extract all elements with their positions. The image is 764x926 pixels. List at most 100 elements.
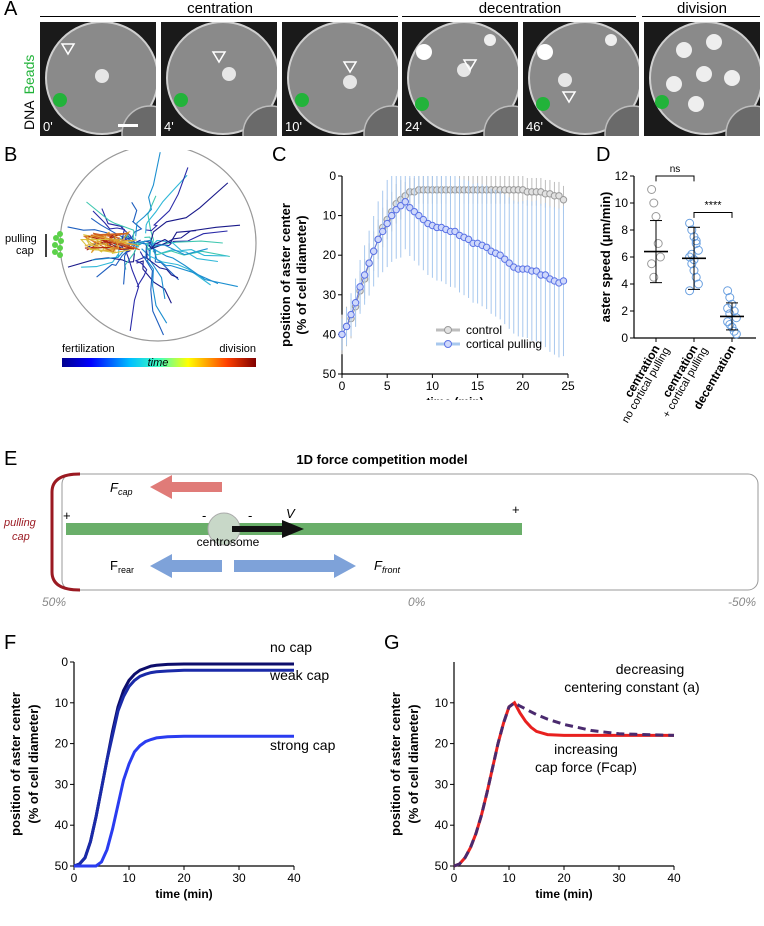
legend-marker — [444, 326, 452, 334]
data-point — [653, 239, 663, 248]
trajectory — [144, 182, 229, 244]
phase-centration: centration — [187, 0, 253, 17]
label-increasing: increasing — [554, 741, 618, 757]
trajectory — [135, 241, 166, 299]
y-axis-label-2: (% of cell diameter) — [294, 215, 309, 334]
phase-centration-line — [40, 16, 398, 17]
y-tick-label: 30 — [435, 777, 449, 791]
arrowhead-marker — [462, 59, 478, 72]
minus-left: - — [202, 508, 206, 523]
label-cap-force: cap force (Fcap) — [535, 759, 637, 775]
arrowhead-marker — [561, 91, 577, 104]
x-tick-label: 0 — [451, 871, 458, 885]
ffront-label: Ffront — [374, 558, 400, 575]
pulling-cap-bracket — [50, 472, 81, 592]
y-tick-label: 50 — [323, 367, 337, 381]
data-point — [725, 293, 735, 302]
y-tick-label: 0 — [61, 655, 68, 669]
data-point — [360, 271, 369, 279]
data-point — [374, 235, 382, 244]
y-tick-label: 20 — [435, 737, 449, 751]
curve-2 — [74, 734, 294, 868]
data-point — [365, 259, 373, 267]
y-tick-label: 10 — [435, 696, 449, 710]
y-tick-label: 12 — [615, 169, 629, 183]
data-point — [729, 326, 739, 336]
trajectory — [145, 174, 188, 234]
panel-e-model: 1D force competition model pulling cap +… — [3, 452, 759, 609]
sig-ns-label: ns — [670, 164, 681, 175]
timepoint-label: 0' — [43, 119, 53, 134]
data-point — [338, 330, 346, 339]
time-start-label: fertilization — [62, 343, 115, 355]
data-point — [731, 329, 741, 339]
data-point — [655, 252, 665, 262]
model-pulling-label: pulling — [3, 517, 37, 529]
fcap-label: Fcap — [110, 480, 132, 497]
label-centering-constant: centering constant (a) — [564, 679, 699, 695]
data-point — [559, 277, 568, 285]
trajectory — [146, 167, 189, 232]
x-tick-label: 10 — [502, 871, 516, 885]
data-point — [415, 211, 423, 220]
curve-1 — [453, 700, 675, 868]
model-cap-label: cap — [12, 531, 30, 543]
velocity-label: V — [286, 506, 296, 521]
y-tick-label: 0 — [621, 331, 628, 345]
micrograph — [282, 22, 398, 136]
panel-g-letter: G — [384, 632, 400, 654]
label-weak-cap: weak cap — [269, 667, 329, 683]
phase-decentration-line — [402, 16, 636, 17]
phase-decentration: decentration — [478, 0, 562, 17]
data-point — [496, 251, 504, 259]
x-tick-label: 30 — [612, 871, 626, 885]
phase-division-line — [642, 16, 760, 17]
scale-center: 0% — [408, 595, 426, 609]
micrograph — [40, 22, 156, 136]
trajectory — [135, 152, 161, 237]
y-tick-label: 20 — [323, 248, 337, 262]
x-tick-label: 20 — [177, 871, 191, 885]
frear-arrow — [150, 554, 222, 578]
data-point — [691, 272, 701, 282]
plus-right: + — [512, 502, 520, 517]
x-tick-label: 20 — [557, 871, 571, 885]
panel-c-letter: C — [272, 144, 287, 166]
x-tick-label: 10 — [426, 379, 440, 393]
x-tick-label: 25 — [561, 379, 575, 393]
scale-bar — [118, 124, 138, 127]
timepoint-label: 4' — [164, 119, 174, 134]
panel-d-letter: D — [596, 144, 611, 166]
y-tick-label: 50 — [435, 859, 449, 873]
panel-f-letter: F — [4, 632, 17, 654]
label-decreasing: decreasing — [616, 661, 685, 677]
data-point — [649, 272, 659, 282]
trajectory-group — [67, 152, 241, 336]
data-point — [356, 283, 364, 291]
channel-label: DNA Beads — [21, 55, 37, 130]
y-tick-label: 30 — [55, 777, 69, 791]
y-tick-label: 2 — [621, 304, 628, 318]
x-tick-label: 0 — [71, 871, 78, 885]
micrograph — [402, 22, 518, 136]
x-tick-label: 0 — [339, 379, 346, 393]
data-point — [342, 322, 351, 331]
y-axis-label: position of aster center — [8, 692, 23, 836]
pulling-cap-beads — [52, 231, 64, 258]
trajectory — [136, 260, 172, 304]
data-point — [685, 286, 695, 296]
curve-0 — [453, 700, 674, 868]
micrograph-tile: 4' — [161, 22, 277, 136]
arrowhead-marker — [211, 51, 227, 64]
y-tick-label: 4 — [621, 277, 628, 291]
x-tick-label: 10 — [122, 871, 136, 885]
pulling-cap-label-1: pulling — [5, 233, 37, 245]
data-point — [505, 259, 513, 267]
y-tick-label: 20 — [55, 737, 69, 751]
data-point — [559, 196, 568, 204]
y-axis-label: position of aster center — [388, 692, 403, 836]
trajectory — [86, 201, 135, 242]
data-point — [410, 207, 419, 216]
legend-marker — [444, 340, 452, 348]
